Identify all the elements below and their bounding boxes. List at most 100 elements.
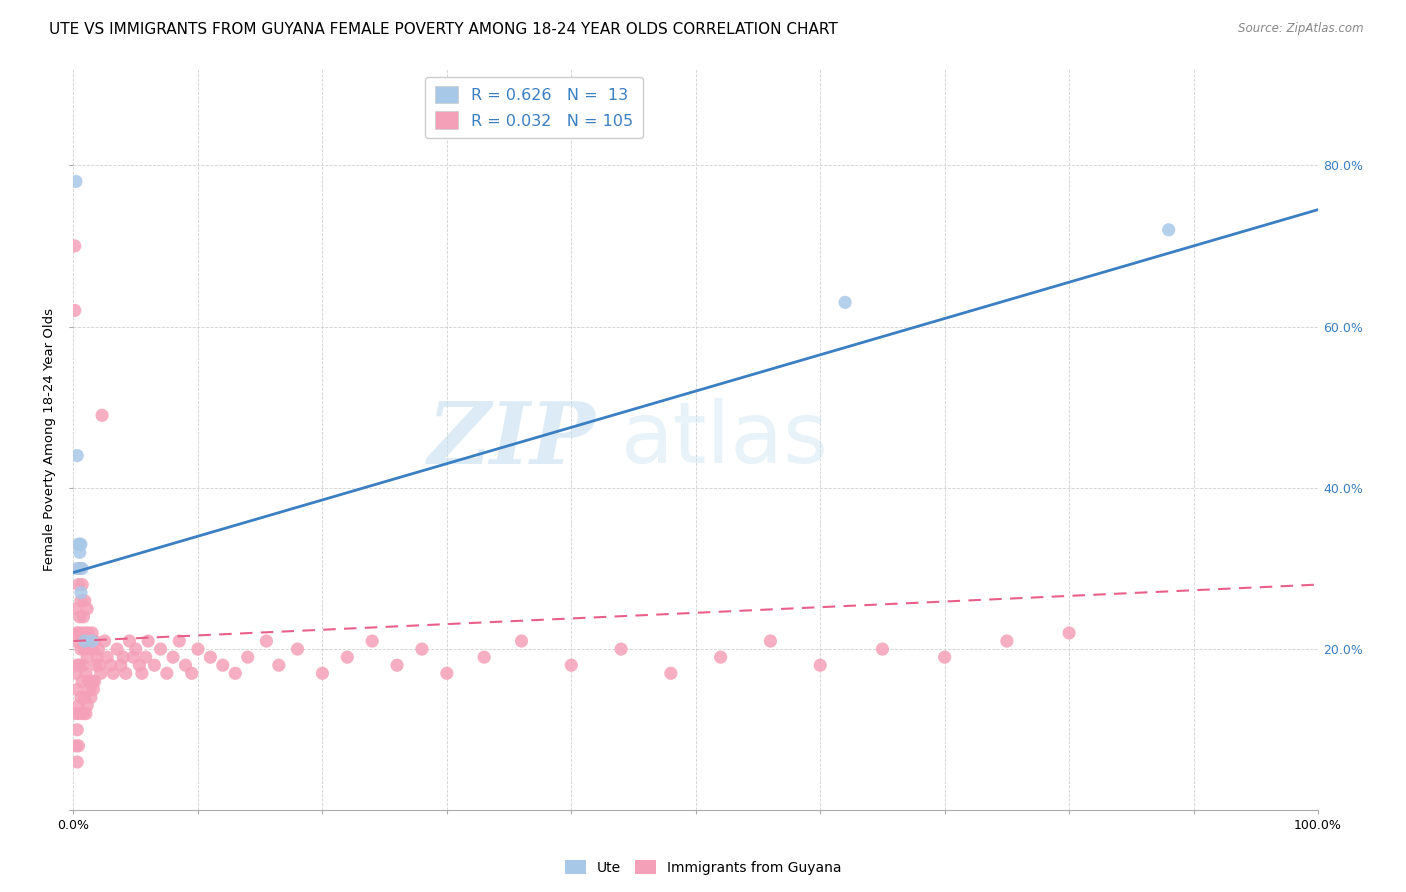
Point xyxy=(411,642,433,657)
Point xyxy=(72,610,94,624)
Point xyxy=(254,634,277,648)
Point xyxy=(710,650,733,665)
Point xyxy=(70,626,93,640)
Point xyxy=(510,634,533,648)
Point xyxy=(82,626,104,640)
Point xyxy=(80,642,103,657)
Point xyxy=(472,650,495,665)
Point xyxy=(311,666,333,681)
Point xyxy=(70,585,93,599)
Point xyxy=(86,650,108,665)
Point xyxy=(96,650,118,665)
Point xyxy=(76,601,98,615)
Point xyxy=(65,666,87,681)
Point xyxy=(70,642,93,657)
Point xyxy=(267,658,290,673)
Point xyxy=(66,449,89,463)
Text: Source: ZipAtlas.com: Source: ZipAtlas.com xyxy=(1239,22,1364,36)
Point xyxy=(103,666,125,681)
Text: atlas: atlas xyxy=(621,398,830,481)
Point xyxy=(808,658,831,673)
Point xyxy=(75,706,97,721)
Point xyxy=(287,642,309,657)
Point xyxy=(69,706,91,721)
Point xyxy=(69,545,91,559)
Point xyxy=(69,537,91,551)
Point xyxy=(69,610,91,624)
Point xyxy=(77,626,100,640)
Point xyxy=(70,537,93,551)
Point xyxy=(67,698,90,713)
Point xyxy=(934,650,956,665)
Legend: Ute, Immigrants from Guyana: Ute, Immigrants from Guyana xyxy=(560,855,846,880)
Point xyxy=(66,755,89,769)
Point xyxy=(187,642,209,657)
Point xyxy=(200,650,222,665)
Point xyxy=(156,666,179,681)
Point xyxy=(105,642,128,657)
Point xyxy=(180,666,202,681)
Point xyxy=(89,658,111,673)
Point xyxy=(66,658,89,673)
Point xyxy=(560,658,582,673)
Point xyxy=(128,658,150,673)
Point xyxy=(84,658,107,673)
Point xyxy=(83,674,105,689)
Y-axis label: Female Poverty Among 18-24 Year Olds: Female Poverty Among 18-24 Year Olds xyxy=(44,308,56,571)
Point xyxy=(659,666,682,681)
Point xyxy=(73,634,96,648)
Point xyxy=(224,666,246,681)
Point xyxy=(70,593,93,607)
Point xyxy=(65,739,87,753)
Point xyxy=(82,634,104,648)
Point xyxy=(83,634,105,648)
Point xyxy=(73,690,96,705)
Point xyxy=(82,682,104,697)
Point xyxy=(65,706,87,721)
Point xyxy=(70,561,93,575)
Point xyxy=(73,593,96,607)
Point xyxy=(122,650,145,665)
Point xyxy=(66,561,89,575)
Point xyxy=(131,666,153,681)
Point xyxy=(436,666,458,681)
Point xyxy=(112,650,135,665)
Point xyxy=(70,577,93,591)
Point xyxy=(93,634,115,648)
Point xyxy=(67,658,90,673)
Point xyxy=(66,682,89,697)
Point xyxy=(834,295,856,310)
Point xyxy=(336,650,359,665)
Point xyxy=(76,650,98,665)
Point xyxy=(72,658,94,673)
Point xyxy=(236,650,259,665)
Point xyxy=(66,723,89,737)
Point xyxy=(759,634,782,648)
Point xyxy=(610,642,633,657)
Point xyxy=(100,658,122,673)
Point xyxy=(65,634,87,648)
Legend: R = 0.626   N =  13, R = 0.032   N = 105: R = 0.626 N = 13, R = 0.032 N = 105 xyxy=(425,77,643,138)
Point xyxy=(118,634,141,648)
Point xyxy=(174,658,197,673)
Text: UTE VS IMMIGRANTS FROM GUYANA FEMALE POVERTY AMONG 18-24 YEAR OLDS CORRELATION C: UTE VS IMMIGRANTS FROM GUYANA FEMALE POV… xyxy=(49,22,838,37)
Point xyxy=(143,658,166,673)
Point xyxy=(65,601,87,615)
Point xyxy=(73,642,96,657)
Point xyxy=(361,634,384,648)
Point xyxy=(91,409,114,423)
Point xyxy=(69,561,91,575)
Point xyxy=(80,690,103,705)
Point xyxy=(125,642,148,657)
Point xyxy=(169,634,191,648)
Point xyxy=(70,690,93,705)
Point xyxy=(79,634,101,648)
Point xyxy=(872,642,894,657)
Point xyxy=(66,626,89,640)
Point xyxy=(63,303,86,318)
Point xyxy=(110,658,132,673)
Point xyxy=(995,634,1018,648)
Point xyxy=(75,666,97,681)
Point xyxy=(65,174,87,188)
Point xyxy=(79,682,101,697)
